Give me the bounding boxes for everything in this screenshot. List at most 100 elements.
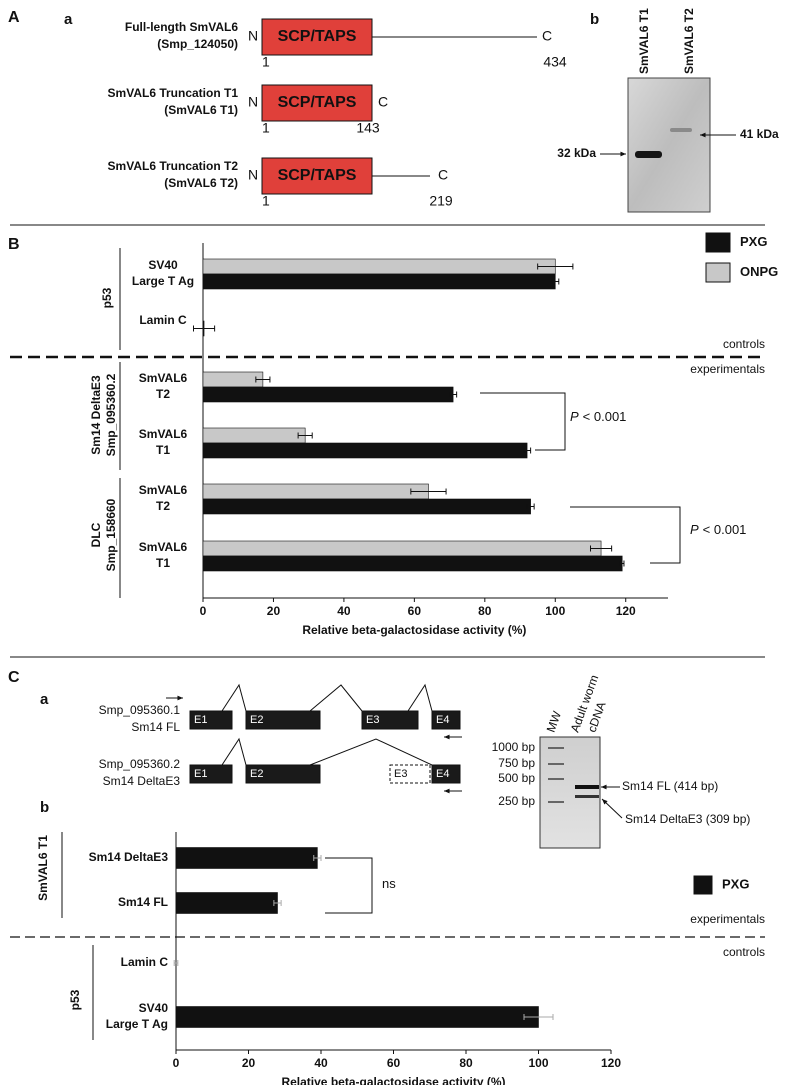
end-residue: 219: [429, 193, 453, 209]
construct-name: (Smp_124050): [157, 37, 238, 51]
group-label: DLC: [89, 522, 103, 547]
exon-label: E1: [194, 768, 207, 780]
error-bar: [273, 900, 282, 906]
exon-label: E3: [366, 714, 379, 726]
error-bar: [523, 447, 532, 454]
panel-label: A: [8, 9, 20, 26]
error-bar: [410, 488, 447, 495]
category-label: SV40: [148, 258, 178, 272]
exon-label: E4: [436, 768, 449, 780]
mw-marker: 41 kDa: [740, 127, 779, 141]
x-tick-label: 80: [459, 1056, 473, 1070]
bar: [175, 847, 318, 869]
domain-box: [261, 157, 373, 195]
significance-label: P < 0.001: [570, 409, 626, 424]
exon: [189, 710, 233, 730]
category-label: T2: [156, 499, 170, 513]
significance-bracket: [570, 506, 681, 564]
c-terminus: C: [542, 28, 552, 44]
category-label: Sm14 DeltaE3: [89, 850, 169, 864]
error-bar: [255, 376, 271, 383]
intron: [309, 684, 363, 712]
exon: [361, 710, 419, 730]
group-label: p53: [68, 989, 82, 1010]
marker-arrow-head: [620, 151, 626, 157]
western-blot: [627, 77, 711, 213]
category-label: SV40: [139, 1001, 169, 1015]
category-label: Lamin C: [121, 955, 169, 969]
sub-label: b: [590, 11, 599, 28]
lane-label: SmVAL6 T2: [682, 8, 696, 74]
exon: [189, 764, 233, 784]
marker-arrow-head: [700, 132, 706, 138]
x-tick-label: 20: [242, 1056, 256, 1070]
group-label: Sm14 DeltaE3: [89, 375, 103, 455]
construct-name: Full-length SmVAL6: [125, 20, 238, 34]
construct-name: (SmVAL6 T2): [164, 176, 238, 190]
ladder-label: 250 bp: [498, 794, 535, 808]
transcript-name: Smp_095360.2: [99, 757, 181, 771]
exon: [431, 764, 461, 784]
error-bar: [449, 391, 458, 398]
category-label: SmVAL6: [139, 483, 188, 497]
exon-label: E3: [394, 768, 407, 780]
category-label: SmVAL6: [139, 371, 188, 385]
exon: [431, 710, 461, 730]
end-residue: 434: [543, 54, 567, 70]
c-terminus: C: [438, 167, 448, 183]
x-tick-label: 60: [408, 604, 422, 618]
transcript-name: Smp_095360.1: [99, 703, 181, 717]
p-symbol: P: [690, 522, 699, 537]
intron: [221, 737, 247, 766]
bar: [175, 892, 278, 914]
legend-label: PXG: [722, 876, 749, 891]
group-label: Smp_095360.2: [104, 373, 118, 456]
lane-label: MW: [544, 709, 565, 734]
domain-box: [261, 84, 373, 122]
start-residue: 1: [262, 120, 270, 136]
transcript-name: Sm14 FL: [131, 720, 180, 734]
n-terminus: N: [248, 28, 258, 44]
panel-label: C: [8, 669, 20, 686]
bar: [202, 427, 306, 444]
x-tick-label: 60: [387, 1056, 401, 1070]
sub-label: a: [40, 691, 49, 708]
group-label: p53: [100, 287, 114, 308]
category-label: Large T Ag: [132, 274, 194, 288]
x-tick-label: 0: [200, 604, 207, 618]
construct-name: SmVAL6 Truncation T2: [108, 159, 239, 173]
section-label: experimentals: [690, 912, 765, 926]
category-label: SmVAL6: [139, 427, 188, 441]
section-label: controls: [723, 337, 765, 351]
x-tick-label: 20: [267, 604, 281, 618]
significance-bracket: [480, 392, 566, 451]
significance-label: ns: [382, 876, 396, 891]
p-value: < 0.001: [583, 409, 627, 424]
x-tick-label: 80: [478, 604, 492, 618]
category-label: T1: [156, 443, 170, 457]
mw-marker: 32 kDa: [557, 146, 596, 160]
bar: [175, 1006, 539, 1028]
transcript-name: Sm14 DeltaE3: [103, 774, 181, 788]
sub-label: a: [64, 11, 73, 28]
primer-arrow-head: [177, 695, 183, 701]
x-tick-label: 40: [314, 1056, 328, 1070]
band-arrow-head: [602, 799, 608, 805]
domain-label: SCP/TAPS: [278, 167, 357, 184]
bar: [202, 483, 429, 500]
legend-label: ONPG: [740, 264, 778, 279]
bar: [202, 555, 623, 572]
end-residue: 143: [356, 120, 380, 136]
band-label: Sm14 FL (414 bp): [622, 779, 718, 793]
intron: [221, 683, 247, 712]
error-bar: [297, 432, 313, 439]
error-bar: [537, 263, 574, 270]
p-value: < 0.001: [703, 522, 747, 537]
bar: [202, 442, 528, 459]
ladder-label: 1000 bp: [492, 740, 536, 754]
x-tick-label: 120: [601, 1056, 621, 1070]
band-arrow-head: [601, 784, 607, 790]
intron: [309, 738, 433, 766]
x-tick-label: 100: [528, 1056, 548, 1070]
